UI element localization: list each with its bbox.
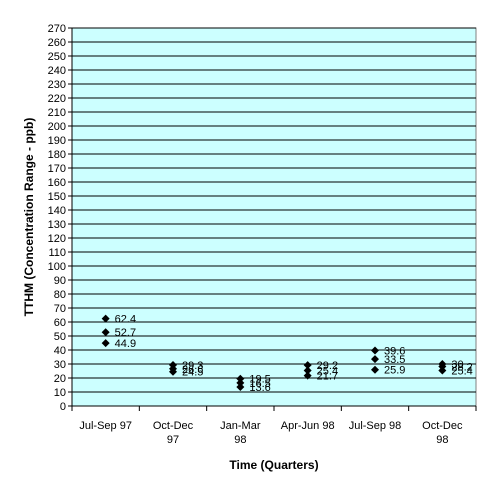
x-tick-label: Apr-Jun 98 <box>281 420 335 432</box>
x-axis-ticks: Jul-Sep 97 Oct-Dec 97 Jan-Mar 98 Apr-Jun 98 Ju… <box>71 406 477 446</box>
data-label: 29.2 <box>317 360 338 372</box>
y-tick-label: 240 <box>48 65 66 77</box>
data-label: 62.4 <box>115 314 136 326</box>
y-tick-label: 180 <box>48 149 66 161</box>
data-label: 19.5 <box>249 374 270 386</box>
x-axis-title: Time (Quarters) <box>229 458 318 472</box>
y-tick-label: 10 <box>54 387 66 399</box>
data-point-marker <box>303 366 312 375</box>
y-tick-label: 150 <box>48 191 66 203</box>
data-label: 25.9 <box>384 365 405 377</box>
data-point-marker <box>236 374 245 383</box>
y-tick-label: 170 <box>48 163 66 175</box>
data-point-marker <box>438 366 447 375</box>
y-tick-label: 260 <box>48 37 66 49</box>
y-tick-label: 80 <box>54 289 66 301</box>
y-tick-label: 130 <box>48 219 66 231</box>
y-axis-title: TTHM (Concentration Range - ppb) <box>22 118 36 317</box>
y-tick-label: 210 <box>48 107 66 119</box>
y-tick-label: 250 <box>48 51 66 63</box>
data-point-marker <box>371 365 379 374</box>
data-point-marker <box>303 371 312 380</box>
data-point-marker <box>303 361 312 370</box>
x-tick-label: Jan-Mar 98 <box>220 420 261 446</box>
x-tick-label: Oct-Dec 97 <box>153 420 194 446</box>
data-label: 26.6 <box>182 364 203 376</box>
data-point-marker <box>236 382 245 391</box>
y-tick-label: 20 <box>54 373 66 385</box>
data-label: 33.5 <box>384 354 405 366</box>
y-tick-label: 50 <box>54 331 66 343</box>
y-tick-label: 40 <box>54 345 66 357</box>
x-tick-label: Jul-Sep 97 <box>79 420 132 432</box>
data-point-marker <box>169 367 177 376</box>
y-tick-label: 0 <box>60 401 66 413</box>
grid <box>71 27 476 407</box>
data-points: 62.452.744.9 29.326.624.5 19.516.513.6 29.2… <box>101 314 473 394</box>
y-axis-ticks: 0 10 20 30 40 50 60 70 80 90 100 110 120 130 140 150 160… <box>48 23 72 413</box>
y-tick-label: 220 <box>48 93 66 105</box>
data-label: 13.6 <box>249 382 270 394</box>
y-tick-label: 140 <box>48 205 66 217</box>
data-label: 39.6 <box>384 346 405 358</box>
data-point-marker <box>101 314 110 323</box>
data-label: 28.2 <box>451 362 472 374</box>
y-tick-label: 230 <box>48 79 66 91</box>
y-tick-label: 30 <box>54 359 66 371</box>
y-tick-label: 90 <box>54 275 66 287</box>
data-label: 25.4 <box>317 365 338 377</box>
data-label: 25.4 <box>451 365 472 377</box>
x-tick-label: Oct-Dec 98 <box>422 420 463 446</box>
y-tick-label: 160 <box>48 177 66 189</box>
data-point-marker <box>371 346 379 355</box>
data-label: 30 <box>451 359 463 371</box>
x-tick-label: Jul-Sep 98 <box>349 420 402 432</box>
y-tick-label: 70 <box>54 303 66 315</box>
data-point-marker <box>101 328 110 337</box>
y-tick-label: 60 <box>54 317 66 329</box>
data-point-marker <box>371 355 379 364</box>
data-label: 44.9 <box>115 338 136 350</box>
data-point-marker <box>236 378 245 387</box>
data-label: 16.5 <box>249 378 270 390</box>
data-point-marker <box>101 339 110 348</box>
data-label: 52.7 <box>115 327 136 339</box>
y-tick-label: 120 <box>48 233 66 245</box>
y-tick-label: 110 <box>48 247 66 259</box>
y-tick-label: 270 <box>48 23 66 35</box>
data-label: 29.3 <box>182 360 203 372</box>
y-tick-label: 100 <box>48 261 66 273</box>
data-label: 24.5 <box>182 367 203 379</box>
plot-area <box>71 27 477 407</box>
y-tick-label: 190 <box>48 135 66 147</box>
y-tick-label: 200 <box>48 121 66 133</box>
data-label: 21.7 <box>317 371 338 383</box>
